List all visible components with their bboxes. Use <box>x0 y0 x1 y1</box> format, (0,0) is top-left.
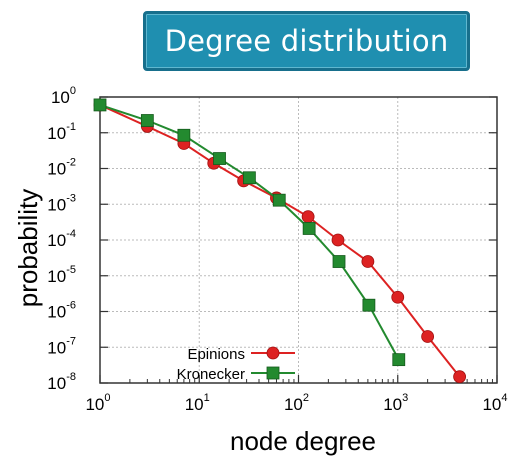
kronecker-point <box>392 353 406 367</box>
epinions-series-line <box>99 104 461 378</box>
y-tick-label: 10-3 <box>47 192 76 214</box>
y-tick-label: 10-1 <box>47 121 76 143</box>
epinions-point <box>421 330 435 343</box>
kronecker-series-line <box>99 103 400 361</box>
kronecker-point <box>362 298 376 312</box>
title-banner: Degree distribution <box>143 11 470 71</box>
epinions-point <box>361 255 375 268</box>
y-tick-label: 100 <box>51 85 76 107</box>
y-tick-label: 10-6 <box>47 300 76 322</box>
kronecker-point <box>242 171 256 185</box>
y-tick-label: 10-7 <box>47 335 76 357</box>
x-tick-label: 100 <box>85 392 110 414</box>
epinions-point <box>391 290 405 304</box>
y-axis-label: probability <box>13 189 43 308</box>
legend-label-kronecker: Kronecker <box>177 366 245 383</box>
legend-marker-kronecker <box>266 366 280 380</box>
y-tick-label: 10-8 <box>47 371 76 393</box>
x-tick-label: 102 <box>284 392 309 414</box>
y-tick-label: 10-5 <box>47 264 76 286</box>
kronecker-point <box>302 222 316 235</box>
x-tick-label: 101 <box>185 392 210 414</box>
kronecker-point <box>140 114 154 127</box>
epinions-point <box>301 210 315 224</box>
y-tick-label: 10-4 <box>47 228 76 250</box>
epinions-point <box>453 370 467 384</box>
epinions-point <box>331 233 345 247</box>
chart-title: Degree distribution <box>164 24 449 58</box>
kronecker-point <box>177 128 191 142</box>
x-tick-label: 104 <box>482 392 507 414</box>
kronecker-point <box>332 255 346 268</box>
kronecker-point <box>93 98 107 112</box>
x-axis-label: node degree <box>230 426 376 456</box>
legend-marker-epinions <box>266 346 280 360</box>
kronecker-point <box>272 193 286 207</box>
legend-label-epinions: Epinions <box>187 346 245 363</box>
kronecker-point <box>213 152 226 165</box>
x-tick-label: 103 <box>383 392 408 414</box>
y-tick-label: 10-2 <box>47 157 76 179</box>
